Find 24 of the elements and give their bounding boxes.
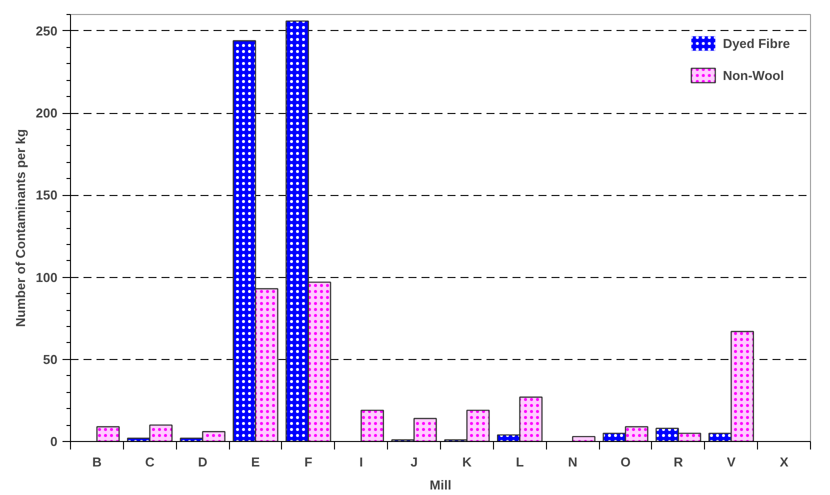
x-tick-label: D [198, 454, 208, 470]
x-tick-label: N [568, 454, 578, 470]
x-tick-label: X [780, 454, 789, 470]
legend-label: Non-Wool [722, 68, 784, 82]
x-tick-label: B [92, 454, 102, 470]
x-tick-label: V [726, 454, 736, 470]
y-axis-title: Number of Contaminants per kg [12, 128, 28, 327]
y-tick-label: 250 [36, 23, 58, 38]
legend-label: Dyed Fibre [722, 36, 790, 50]
x-tick-label: K [462, 454, 472, 470]
x-tick-label: L [516, 454, 524, 470]
x-tick-label: J [410, 454, 418, 470]
x-tick-label: E [251, 454, 260, 470]
x-tick-label: O [620, 454, 631, 470]
x-tick-label: C [145, 454, 156, 470]
x-axis-title: Mill [430, 478, 452, 492]
y-tick-label: 200 [36, 106, 58, 121]
x-tick-label: I [359, 454, 364, 470]
y-tick-label: 100 [36, 270, 58, 285]
x-tick-label: F [304, 454, 312, 470]
y-tick-label: 50 [43, 352, 58, 367]
x-tick-label: R [674, 454, 684, 470]
y-tick-label: 150 [36, 188, 58, 203]
y-tick-label: 0 [50, 434, 58, 449]
